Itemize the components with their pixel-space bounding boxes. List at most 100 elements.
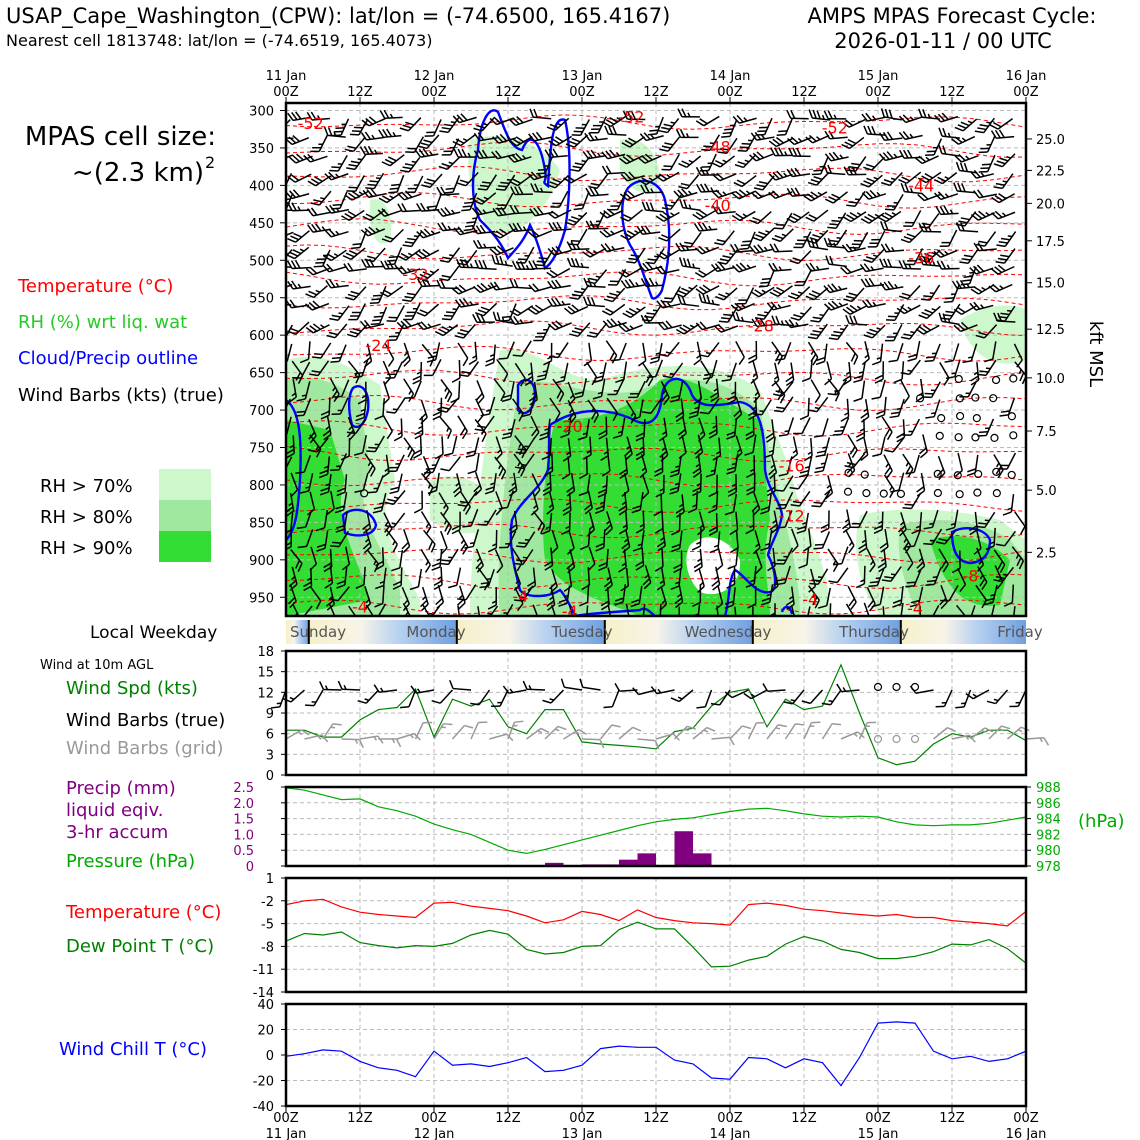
- barb-feather: [424, 564, 431, 573]
- barb-feather: [773, 393, 783, 397]
- barb-shaft: [586, 304, 605, 308]
- barb-shaft: [420, 153, 439, 158]
- wind-barb: [717, 137, 738, 154]
- barb-feather: [943, 300, 953, 304]
- barb-half-feather: [705, 170, 710, 176]
- barb-feather: [920, 298, 931, 301]
- barb-feather: [864, 278, 871, 287]
- wind-barb: [492, 206, 517, 217]
- weekday-name: Tuesday: [550, 623, 612, 641]
- barb-half-feather: [279, 285, 282, 289]
- barb-feather: [509, 310, 518, 317]
- barb-shaft: [968, 266, 977, 285]
- barb-feather: [863, 166, 873, 171]
- wind-barb: [884, 193, 904, 211]
- barb-shaft: [760, 227, 775, 242]
- barb-half-feather: [819, 165, 824, 168]
- barb-feather: [724, 128, 734, 131]
- wind-barb: [544, 148, 568, 159]
- barb-feather: [501, 398, 511, 403]
- barb-feather: [841, 143, 850, 150]
- barb-feather: [733, 181, 743, 188]
- barb-feather: [602, 121, 612, 128]
- wind-barb: [934, 191, 959, 201]
- barb-feather: [436, 279, 442, 289]
- barb-feather: [646, 375, 656, 379]
- wind-barb: [457, 415, 468, 440]
- wind-barb: [303, 153, 328, 163]
- wind-barb: [322, 416, 332, 441]
- barb-feather: [681, 108, 687, 118]
- wind-barb: [770, 147, 793, 157]
- wind-barb: [527, 229, 553, 239]
- barb-feather: [805, 263, 812, 272]
- barb-feather: [735, 212, 744, 220]
- barb-feather: [856, 432, 865, 438]
- barb-shaft: [682, 265, 701, 270]
- barb-shaft: [403, 193, 422, 201]
- barb-feather: [365, 117, 374, 125]
- barb-half-feather: [392, 540, 396, 546]
- barb-half-feather: [694, 406, 700, 410]
- barb-feather: [351, 311, 361, 314]
- barb-half-feather: [611, 245, 616, 251]
- barb-feather: [441, 222, 448, 231]
- kft-tick-label: 5.0: [1036, 484, 1057, 499]
- barb-shaft: [623, 361, 628, 380]
- barb-feather: [573, 130, 583, 133]
- barb-half-feather: [729, 252, 734, 256]
- barb-shaft: [678, 381, 684, 400]
- barb-half-feather: [333, 253, 339, 257]
- isotherm-line: [286, 548, 1026, 564]
- barb-feather: [960, 121, 970, 127]
- barb-feather: [426, 131, 436, 134]
- barb-shaft: [292, 435, 295, 454]
- wind-barb: [751, 317, 775, 328]
- barb-feather: [856, 436, 865, 442]
- barb-feather: [960, 217, 970, 221]
- barb-shaft: [708, 398, 720, 415]
- barb-feather: [681, 188, 689, 196]
- barb-shaft: [400, 567, 403, 586]
- barb-shaft: [983, 117, 995, 134]
- barb-half-feather: [379, 311, 385, 314]
- wind-barb: [307, 223, 331, 233]
- y-tick-label: 6: [266, 728, 274, 743]
- barb-shaft: [832, 191, 848, 204]
- barb-feather: [701, 222, 708, 231]
- wind-barb: [861, 341, 870, 366]
- barb-shaft: [940, 115, 959, 123]
- barb-half-feather: [837, 285, 842, 291]
- wind-barb: [898, 114, 924, 124]
- barb-feather: [589, 224, 599, 226]
- barb-feather: [387, 339, 397, 341]
- barb-feather: [979, 123, 989, 127]
- barb-half-feather: [630, 411, 635, 417]
- barb-feather: [955, 222, 961, 231]
- wind-barb: [872, 436, 886, 457]
- barb-shaft: [822, 453, 829, 472]
- barb-shaft: [884, 137, 903, 142]
- barb-feather: [861, 192, 870, 200]
- barb-feather: [884, 243, 891, 252]
- barb-half-feather: [486, 409, 491, 412]
- barb-half-feather: [413, 235, 419, 238]
- barb-half-feather: [429, 151, 433, 156]
- barb-shaft: [970, 343, 978, 362]
- barb-shaft: [585, 456, 588, 475]
- barb-feather: [884, 108, 889, 118]
- barb-feather: [860, 416, 870, 423]
- barb-shaft: [992, 341, 997, 360]
- barb-feather: [951, 138, 959, 145]
- wind-barb: [326, 323, 348, 339]
- barb-feather: [463, 228, 473, 232]
- wind-barb: [386, 397, 406, 414]
- barb-shaft: [567, 438, 572, 457]
- barb-feather: [716, 172, 724, 180]
- barb-feather: [794, 167, 801, 176]
- barb-shaft: [942, 172, 958, 185]
- barb-shaft: [474, 341, 478, 360]
- barb-feather: [459, 179, 469, 184]
- calm-marker: [954, 374, 963, 384]
- barb-feather: [431, 562, 441, 567]
